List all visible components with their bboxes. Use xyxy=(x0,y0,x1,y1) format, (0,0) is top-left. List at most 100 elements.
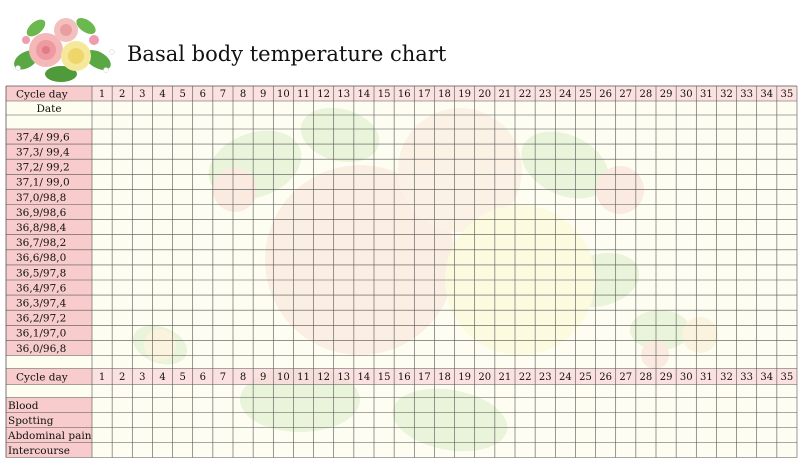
temperature-row-label: 36,3/97,4 xyxy=(16,297,67,309)
day-number: 24 xyxy=(559,89,572,100)
temperature-row-cells xyxy=(92,249,797,265)
symptom-row-label-cell xyxy=(6,442,92,458)
day-number: 6 xyxy=(200,372,206,383)
day-number: 7 xyxy=(220,89,226,100)
day-number: 14 xyxy=(358,89,371,100)
temperature-row-cells xyxy=(92,340,797,356)
day-number: 17 xyxy=(418,372,431,383)
day-number: 20 xyxy=(478,372,491,383)
day-number: 35 xyxy=(781,372,794,383)
temperature-row-label: 36,1/97,0 xyxy=(16,328,66,340)
temperature-row-label-cell xyxy=(6,280,92,296)
page-title: Basal body temperature chart xyxy=(127,42,447,66)
temperature-row-label: 36,8/98,4 xyxy=(16,222,67,234)
day-number: 4 xyxy=(159,89,165,100)
temperature-row-label-cell xyxy=(6,219,92,235)
spacer-row-label-cell xyxy=(6,115,92,129)
day-number: 13 xyxy=(337,372,350,383)
symptom-row-label-cell xyxy=(6,412,92,428)
day-number: 22 xyxy=(519,89,532,100)
temperature-row-cells xyxy=(92,189,797,205)
day-number: 8 xyxy=(240,89,246,100)
temperature-row-cells xyxy=(92,264,797,280)
spacer-row-cells xyxy=(92,355,797,369)
day-number: 27 xyxy=(619,89,632,100)
temperature-row-cells xyxy=(92,204,797,220)
symptom-row-cells xyxy=(92,397,797,413)
cycle-day-row-label-cell xyxy=(6,86,92,101)
temperature-row-cells xyxy=(92,129,797,145)
temperature-row-cells xyxy=(92,219,797,235)
temperature-row-label-cell xyxy=(6,189,92,205)
day-number: 34 xyxy=(760,372,773,383)
temperature-row-label: 37,4/ 99,6 xyxy=(16,131,70,143)
day-number: 15 xyxy=(378,372,391,383)
bottom-cycle-day-row-label: Cycle day xyxy=(16,371,68,383)
day-number: 10 xyxy=(277,89,290,100)
day-number: 23 xyxy=(539,89,552,100)
symptom-row-label: Spotting xyxy=(8,415,54,427)
day-number: 34 xyxy=(760,89,773,100)
date-row-label-cell xyxy=(6,101,92,115)
day-number: 31 xyxy=(700,372,713,383)
cycle-day-row-label: Cycle day xyxy=(16,88,68,100)
rose-bouquet-icon xyxy=(14,18,115,82)
symptom-row-cells xyxy=(92,412,797,428)
day-number: 12 xyxy=(317,89,330,100)
day-number: 2 xyxy=(119,89,125,100)
temperature-row-label-cell xyxy=(6,144,92,160)
spacer-row-cells xyxy=(92,115,797,129)
bottom-cycle-day-row-cells xyxy=(92,368,797,385)
day-number: 28 xyxy=(640,372,653,383)
cycle-day-row-cells xyxy=(92,86,797,101)
day-number: 20 xyxy=(478,89,491,100)
day-number: 7 xyxy=(220,372,226,383)
day-number: 3 xyxy=(139,89,145,100)
symptom-row-label-cell xyxy=(6,397,92,413)
day-number: 31 xyxy=(700,89,713,100)
day-number: 26 xyxy=(599,89,612,100)
temperature-row-label-cell xyxy=(6,249,92,265)
symptom-row-label: Intercourse xyxy=(8,445,70,457)
day-number: 5 xyxy=(179,89,185,100)
day-number: 32 xyxy=(720,89,733,100)
temperature-row-cells xyxy=(92,280,797,296)
day-number: 17 xyxy=(418,89,431,100)
day-number: 9 xyxy=(260,89,266,100)
day-number: 15 xyxy=(378,89,391,100)
day-number: 14 xyxy=(358,372,371,383)
temperature-row-label-cell xyxy=(6,234,92,250)
day-number: 27 xyxy=(619,372,632,383)
day-number: 29 xyxy=(660,372,673,383)
temperature-row-label-cell xyxy=(6,204,92,220)
day-number: 11 xyxy=(297,89,310,100)
temperature-row-label: 37,0/98,8 xyxy=(16,192,66,204)
header: Basal body temperature chart xyxy=(0,0,800,86)
temperature-row-cells xyxy=(92,174,797,190)
day-number: 8 xyxy=(240,372,246,383)
day-number: 12 xyxy=(317,372,330,383)
day-number: 16 xyxy=(398,372,411,383)
day-number: 24 xyxy=(559,372,572,383)
temperature-row-label: 36,0/96,8 xyxy=(16,343,66,355)
temperature-row-cells xyxy=(92,234,797,250)
day-number: 21 xyxy=(499,89,512,100)
day-number: 19 xyxy=(458,89,471,100)
temperature-row-label: 36,6/98,0 xyxy=(16,252,66,264)
day-number: 25 xyxy=(579,89,592,100)
day-number: 16 xyxy=(398,89,411,100)
day-number: 29 xyxy=(660,89,673,100)
day-number: 23 xyxy=(539,372,552,383)
symptom-row-label: Abdominal pain xyxy=(7,430,92,442)
temperature-row-cells xyxy=(92,159,797,175)
day-number: 30 xyxy=(680,372,693,383)
day-number: 26 xyxy=(599,372,612,383)
day-number: 6 xyxy=(200,89,206,100)
date-row-label: Date xyxy=(36,103,61,115)
day-number: 18 xyxy=(438,372,451,383)
day-number: 33 xyxy=(740,89,753,100)
date-row-cells xyxy=(92,101,797,115)
day-number: 33 xyxy=(740,372,753,383)
temperature-row-label-cell xyxy=(6,310,92,326)
day-number: 10 xyxy=(277,372,290,383)
